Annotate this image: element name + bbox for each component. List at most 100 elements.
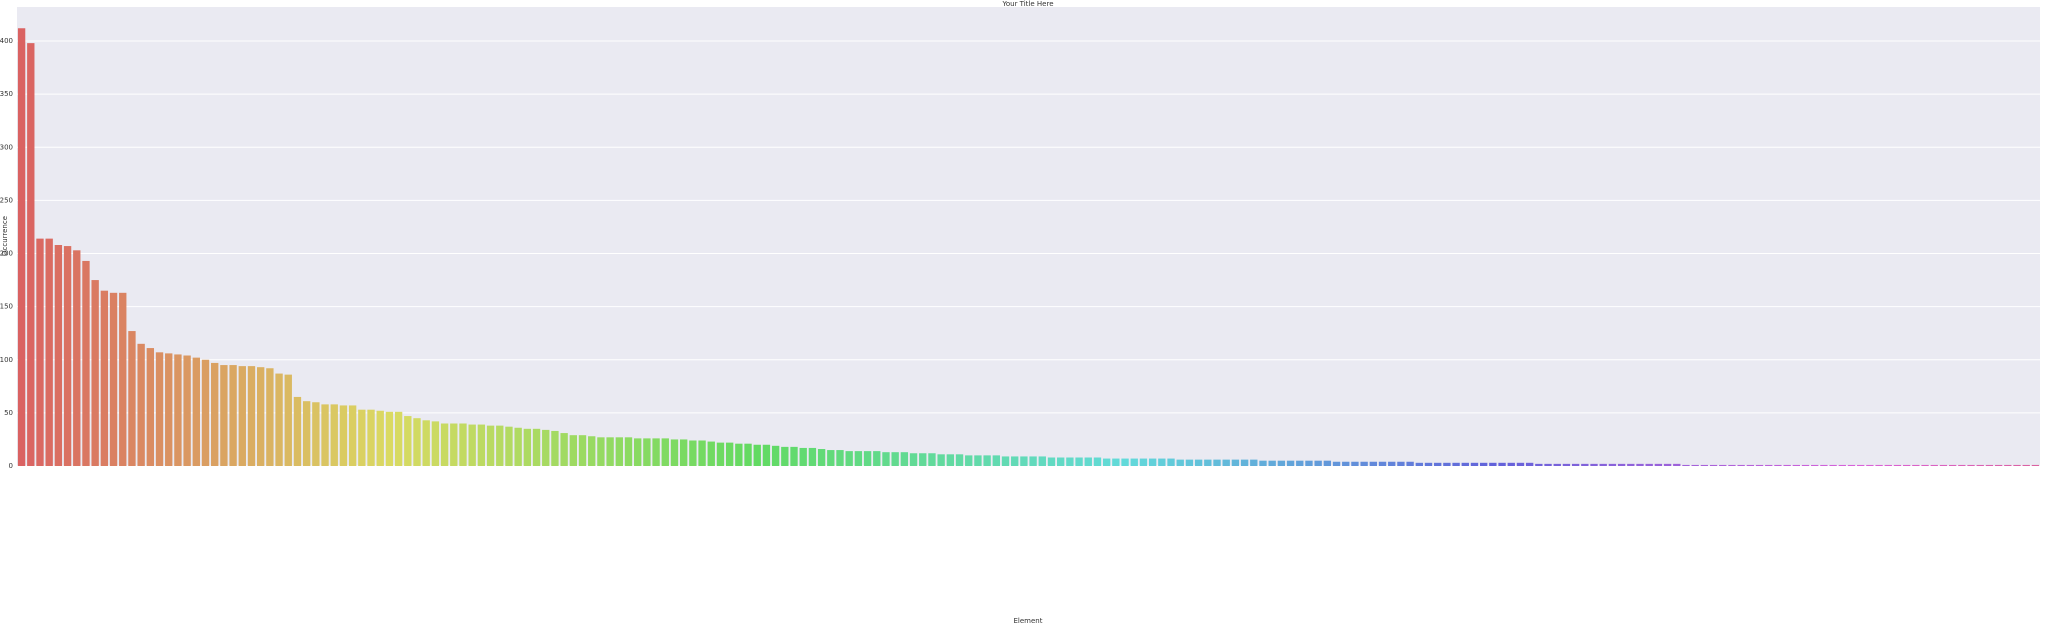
bar — [1645, 463, 1653, 466]
bar — [440, 423, 449, 466]
bar — [615, 437, 623, 466]
bar — [1443, 462, 1451, 466]
bar — [385, 411, 394, 466]
bar — [1296, 460, 1304, 466]
bar — [229, 365, 237, 466]
bar — [450, 423, 458, 466]
bar — [1571, 463, 1580, 466]
bar — [1360, 461, 1368, 466]
bar — [1204, 459, 1212, 466]
bar — [422, 420, 430, 466]
bar — [54, 245, 63, 466]
bar — [312, 402, 320, 466]
bar — [1250, 459, 1258, 466]
bar — [817, 449, 826, 466]
bar — [1158, 458, 1166, 466]
bar — [1875, 464, 1883, 466]
bar — [220, 365, 228, 466]
bar — [183, 355, 191, 466]
bar — [1516, 462, 1525, 466]
bar — [1967, 464, 1975, 466]
bar — [1847, 464, 1856, 466]
bar — [266, 368, 274, 466]
bar — [1581, 463, 1589, 466]
bar — [1820, 464, 1828, 466]
bar — [2022, 464, 2030, 466]
bar — [146, 348, 155, 466]
bar — [1470, 462, 1479, 466]
bar — [1866, 464, 1874, 466]
y-tick-label: 0 — [9, 462, 13, 470]
bar — [1783, 464, 1791, 466]
bar — [1544, 463, 1552, 466]
bar — [854, 451, 863, 466]
bar — [2031, 464, 2040, 466]
bar — [477, 424, 486, 466]
y-axis-label: Occurrence — [1, 216, 9, 256]
bar — [339, 405, 348, 466]
bar — [679, 439, 688, 466]
bar — [257, 367, 265, 466]
bar — [1948, 464, 1957, 466]
bar — [882, 452, 890, 466]
bar — [919, 453, 927, 466]
bar — [1259, 460, 1267, 466]
bar — [974, 455, 982, 466]
bar — [1323, 460, 1332, 466]
bar — [1654, 463, 1663, 466]
bar — [17, 28, 26, 466]
bar — [1424, 462, 1433, 466]
bar — [569, 435, 578, 466]
bar — [744, 443, 752, 466]
bar — [275, 373, 283, 466]
bar — [1112, 458, 1120, 466]
bar — [1268, 460, 1276, 466]
bar — [468, 424, 476, 466]
bar — [302, 401, 311, 466]
bar — [597, 437, 605, 466]
bar — [376, 410, 384, 466]
bar — [1663, 463, 1672, 466]
bar — [174, 354, 182, 466]
bar — [128, 331, 136, 466]
bar — [753, 444, 761, 466]
bar — [2013, 464, 2021, 466]
bar — [1452, 462, 1460, 466]
bar — [808, 447, 817, 466]
bar — [1047, 457, 1056, 466]
bar — [873, 451, 881, 466]
y-tick-label: 100 — [0, 356, 13, 364]
bar — [201, 359, 210, 466]
bar — [1893, 464, 1902, 466]
bar — [1378, 461, 1387, 466]
bar — [367, 409, 375, 466]
bar — [1838, 464, 1846, 466]
plot-area — [17, 7, 2040, 466]
bar — [486, 425, 495, 466]
bar — [1498, 462, 1506, 466]
bar — [670, 439, 679, 466]
bar — [1351, 461, 1359, 466]
bar — [1746, 464, 1755, 466]
bar — [514, 427, 522, 466]
bar — [827, 450, 835, 466]
bar — [1608, 463, 1617, 466]
bar — [1682, 464, 1690, 466]
bar — [284, 374, 292, 466]
bar — [1222, 459, 1230, 466]
bar — [1489, 462, 1497, 466]
bar — [771, 445, 780, 466]
bar — [790, 446, 798, 466]
bar — [1553, 463, 1561, 466]
bar — [1075, 457, 1083, 466]
y-tick-label: 300 — [0, 143, 13, 151]
bar — [1314, 460, 1322, 466]
bar — [1985, 464, 1994, 466]
bar — [698, 440, 706, 466]
bar — [1093, 457, 1102, 466]
bar — [634, 438, 642, 466]
y-tick-label: 250 — [0, 196, 13, 204]
bar — [1461, 462, 1469, 466]
bar — [1921, 464, 1929, 466]
bar — [578, 435, 587, 466]
